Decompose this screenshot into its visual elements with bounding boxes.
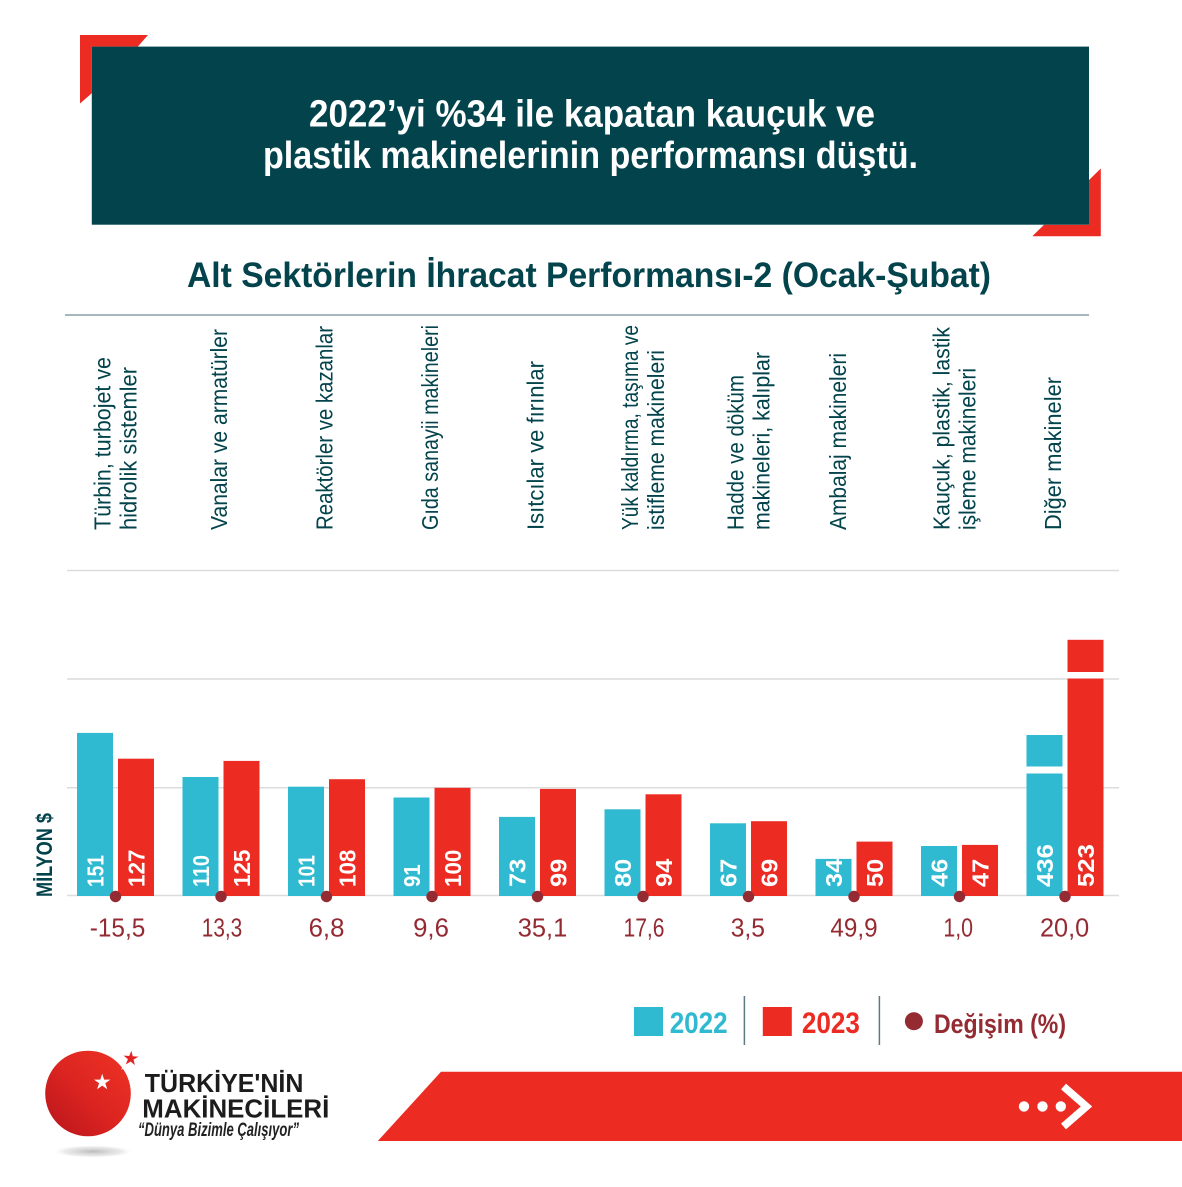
svg-text:100: 100 — [440, 850, 466, 887]
svg-text:69: 69 — [757, 859, 783, 887]
svg-text:Vanalar ve armatürler: Vanalar ve armatürler — [206, 329, 232, 530]
svg-text:9,6: 9,6 — [413, 913, 449, 943]
svg-text:50: 50 — [862, 859, 888, 887]
svg-text:Isıtcılar ve fırınlar: Isıtcılar ve fırınlar — [523, 361, 549, 530]
svg-text:523: 523 — [1073, 844, 1099, 887]
svg-text:3,5: 3,5 — [731, 913, 765, 943]
svg-text:Diğer makineler: Diğer makineler — [1040, 377, 1066, 530]
svg-text:“Dünya Bizimle Çalışıyor”: “Dünya Bizimle Çalışıyor” — [138, 1119, 299, 1141]
svg-text:2022’yi %34 ile kapatan kauçuk: 2022’yi %34 ile kapatan kauçuk ve — [309, 94, 875, 136]
svg-text:151: 151 — [83, 855, 109, 887]
svg-text:34: 34 — [821, 859, 847, 887]
svg-text:plastik makinelerinin performa: plastik makinelerinin performansı düştü. — [263, 135, 918, 177]
svg-text:101: 101 — [294, 855, 320, 887]
svg-text:1,0: 1,0 — [943, 913, 973, 943]
svg-text:47: 47 — [968, 859, 994, 887]
svg-text:46: 46 — [927, 859, 953, 887]
svg-text:TÜRKİYE'NİN: TÜRKİYE'NİN — [145, 1069, 304, 1098]
svg-text:17,6: 17,6 — [624, 913, 665, 943]
svg-text:73: 73 — [505, 859, 531, 887]
svg-text:Alt Sektörlerin İhracat Perfor: Alt Sektörlerin İhracat Performansı-2 (O… — [187, 256, 991, 295]
svg-text:2022: 2022 — [670, 1007, 728, 1040]
svg-text:Yük kaldırma, taşıma ve: Yük kaldırma, taşıma ve — [617, 325, 643, 530]
svg-text:işleme makineleri: işleme makineleri — [955, 368, 981, 530]
svg-text:436: 436 — [1032, 844, 1058, 887]
svg-text:makineleri, kalıplar: makineleri, kalıplar — [749, 352, 775, 530]
svg-text:istifleme makineleri: istifleme makineleri — [643, 350, 669, 530]
svg-text:110: 110 — [188, 855, 214, 887]
svg-text:108: 108 — [335, 849, 361, 887]
svg-text:127: 127 — [124, 850, 150, 887]
svg-text:Değişim (%): Değişim (%) — [934, 1009, 1066, 1039]
svg-text:91: 91 — [399, 864, 425, 887]
svg-text:-15,5: -15,5 — [90, 913, 146, 943]
svg-text:MAKİNECİLERİ: MAKİNECİLERİ — [142, 1095, 329, 1123]
svg-text:Türbin, turbojet ve: Türbin, turbojet ve — [90, 357, 116, 530]
svg-text:2023: 2023 — [802, 1007, 860, 1040]
svg-text:80: 80 — [610, 859, 636, 887]
svg-text:20,0: 20,0 — [1040, 913, 1089, 943]
svg-text:6,8: 6,8 — [309, 913, 345, 943]
svg-text:99: 99 — [546, 859, 572, 887]
svg-text:Reaktörler ve kazanlar: Reaktörler ve kazanlar — [312, 326, 338, 530]
svg-text:hidrolik sistemler: hidrolik sistemler — [116, 367, 142, 530]
svg-text:94: 94 — [651, 859, 677, 887]
svg-text:Gıda sanayii makineleri: Gıda sanayii makineleri — [417, 325, 443, 530]
svg-text:49,9: 49,9 — [830, 913, 877, 943]
svg-text:67: 67 — [716, 859, 742, 887]
svg-text:Hadde ve döküm: Hadde ve döküm — [723, 375, 749, 530]
svg-text:MİLYON $: MİLYON $ — [32, 813, 57, 897]
svg-text:125: 125 — [229, 849, 255, 887]
svg-text:13,3: 13,3 — [202, 913, 243, 943]
svg-text:Ambalaj makineleri: Ambalaj makineleri — [825, 353, 851, 530]
svg-text:35,1: 35,1 — [518, 913, 568, 943]
svg-text:Kauçuk, plastik, lastik: Kauçuk, plastik, lastik — [929, 327, 955, 530]
